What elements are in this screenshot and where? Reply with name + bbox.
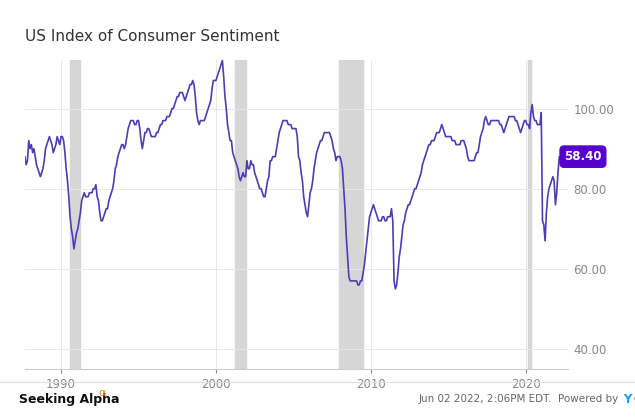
Text: US Index of Consumer Sentiment: US Index of Consumer Sentiment (25, 29, 280, 44)
Text: CHARTS: CHARTS (633, 393, 635, 406)
Text: α: α (98, 388, 106, 398)
Bar (338, 60, 363, 369)
Text: Seeking Alpha: Seeking Alpha (19, 393, 119, 406)
Text: Jun 02 2022, 2:06PM EDT.  Powered by: Jun 02 2022, 2:06PM EDT. Powered by (419, 394, 622, 404)
Bar (70, 60, 81, 369)
Bar (236, 60, 246, 369)
Text: 58.40: 58.40 (564, 150, 602, 163)
Bar (528, 60, 531, 369)
Text: Y: Y (624, 393, 632, 406)
